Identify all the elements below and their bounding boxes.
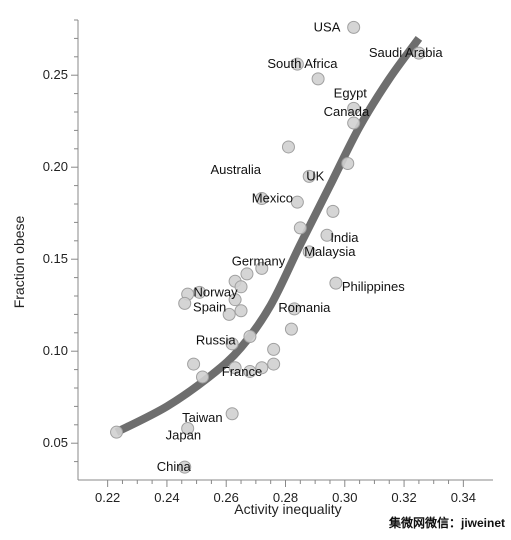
data-point — [243, 329, 257, 343]
data-point — [341, 157, 355, 171]
data-point — [225, 337, 239, 351]
y-tick-label: 0.20 — [43, 159, 68, 174]
axes: 0.22 0.24 0.26 0.28 0.30 0.32 0.34 0.05 0.10 0.15… — [43, 19, 493, 505]
point-label: Taiwan — [182, 410, 222, 425]
data-point — [187, 357, 201, 371]
data-points — [110, 20, 426, 474]
point-label: Germany — [232, 253, 286, 268]
point-label: Romania — [278, 300, 331, 315]
data-point — [222, 307, 236, 321]
data-point — [228, 361, 242, 375]
data-point — [281, 140, 295, 154]
point-label: South Africa — [267, 56, 338, 71]
data-point — [347, 20, 361, 34]
data-point — [290, 57, 304, 71]
point-labels: USA Saudi Arabia South Africa Egypt Canada Au… — [157, 19, 444, 474]
x-tick-label: 0.26 — [214, 490, 239, 505]
data-point — [225, 407, 239, 421]
data-point — [181, 421, 195, 435]
data-point — [255, 191, 269, 205]
data-point — [412, 46, 426, 60]
y-tick-label: 0.15 — [43, 251, 68, 266]
data-point — [347, 101, 361, 115]
point-label: UK — [306, 168, 324, 183]
data-point — [196, 370, 209, 384]
data-point — [178, 296, 192, 310]
point-label: Philippines — [342, 279, 405, 294]
data-point — [347, 116, 361, 130]
y-tick-label: 0.25 — [43, 67, 68, 82]
x-tick-label: 0.34 — [451, 490, 476, 505]
data-point — [329, 276, 343, 290]
data-point — [320, 228, 334, 242]
point-label: USA — [314, 19, 341, 34]
data-point — [293, 221, 307, 235]
point-label: Russia — [196, 332, 237, 347]
y-axis-label: Fraction obese — [11, 215, 27, 308]
data-point — [243, 364, 257, 378]
data-point — [284, 322, 298, 336]
data-point — [302, 169, 316, 183]
x-tick-label: 0.28 — [273, 490, 298, 505]
point-label: Saudi Arabia — [369, 45, 443, 60]
x-tick-label: 0.30 — [332, 490, 357, 505]
point-label: India — [330, 230, 359, 245]
data-point — [302, 245, 316, 259]
x-axis-label: Activity inequality — [234, 501, 341, 517]
data-point — [326, 204, 340, 218]
trend-line — [114, 36, 423, 436]
point-label: Spain — [193, 300, 226, 315]
point-label: Egypt — [334, 85, 368, 100]
point-label: Norway — [194, 284, 239, 299]
trend-layer — [114, 36, 423, 436]
point-label: Australia — [210, 162, 261, 177]
point-label: Canada — [324, 104, 370, 119]
data-point — [255, 261, 269, 275]
point-label: Japan — [166, 427, 201, 442]
data-point — [287, 302, 301, 316]
data-point — [267, 342, 281, 356]
data-point — [311, 72, 325, 86]
data-point — [110, 425, 124, 439]
data-point — [267, 357, 281, 371]
data-point — [240, 267, 254, 281]
x-tick-label: 0.22 — [95, 490, 120, 505]
x-tick-label: 0.24 — [154, 490, 179, 505]
point-label: Malaysia — [304, 244, 356, 259]
y-tick-label: 0.10 — [43, 343, 68, 358]
data-point — [290, 195, 304, 209]
y-tick-label: 0.05 — [43, 435, 68, 450]
data-point — [255, 361, 269, 375]
data-point — [178, 460, 192, 474]
point-label: France — [222, 364, 262, 379]
data-point — [234, 280, 248, 294]
point-label: Mexico — [252, 190, 293, 205]
data-point — [228, 293, 242, 307]
data-point — [234, 304, 248, 318]
x-tick-label: 0.32 — [391, 490, 416, 505]
watermark-text: 集微网微信：jiweinet — [388, 515, 505, 530]
point-label: China — [157, 459, 192, 474]
